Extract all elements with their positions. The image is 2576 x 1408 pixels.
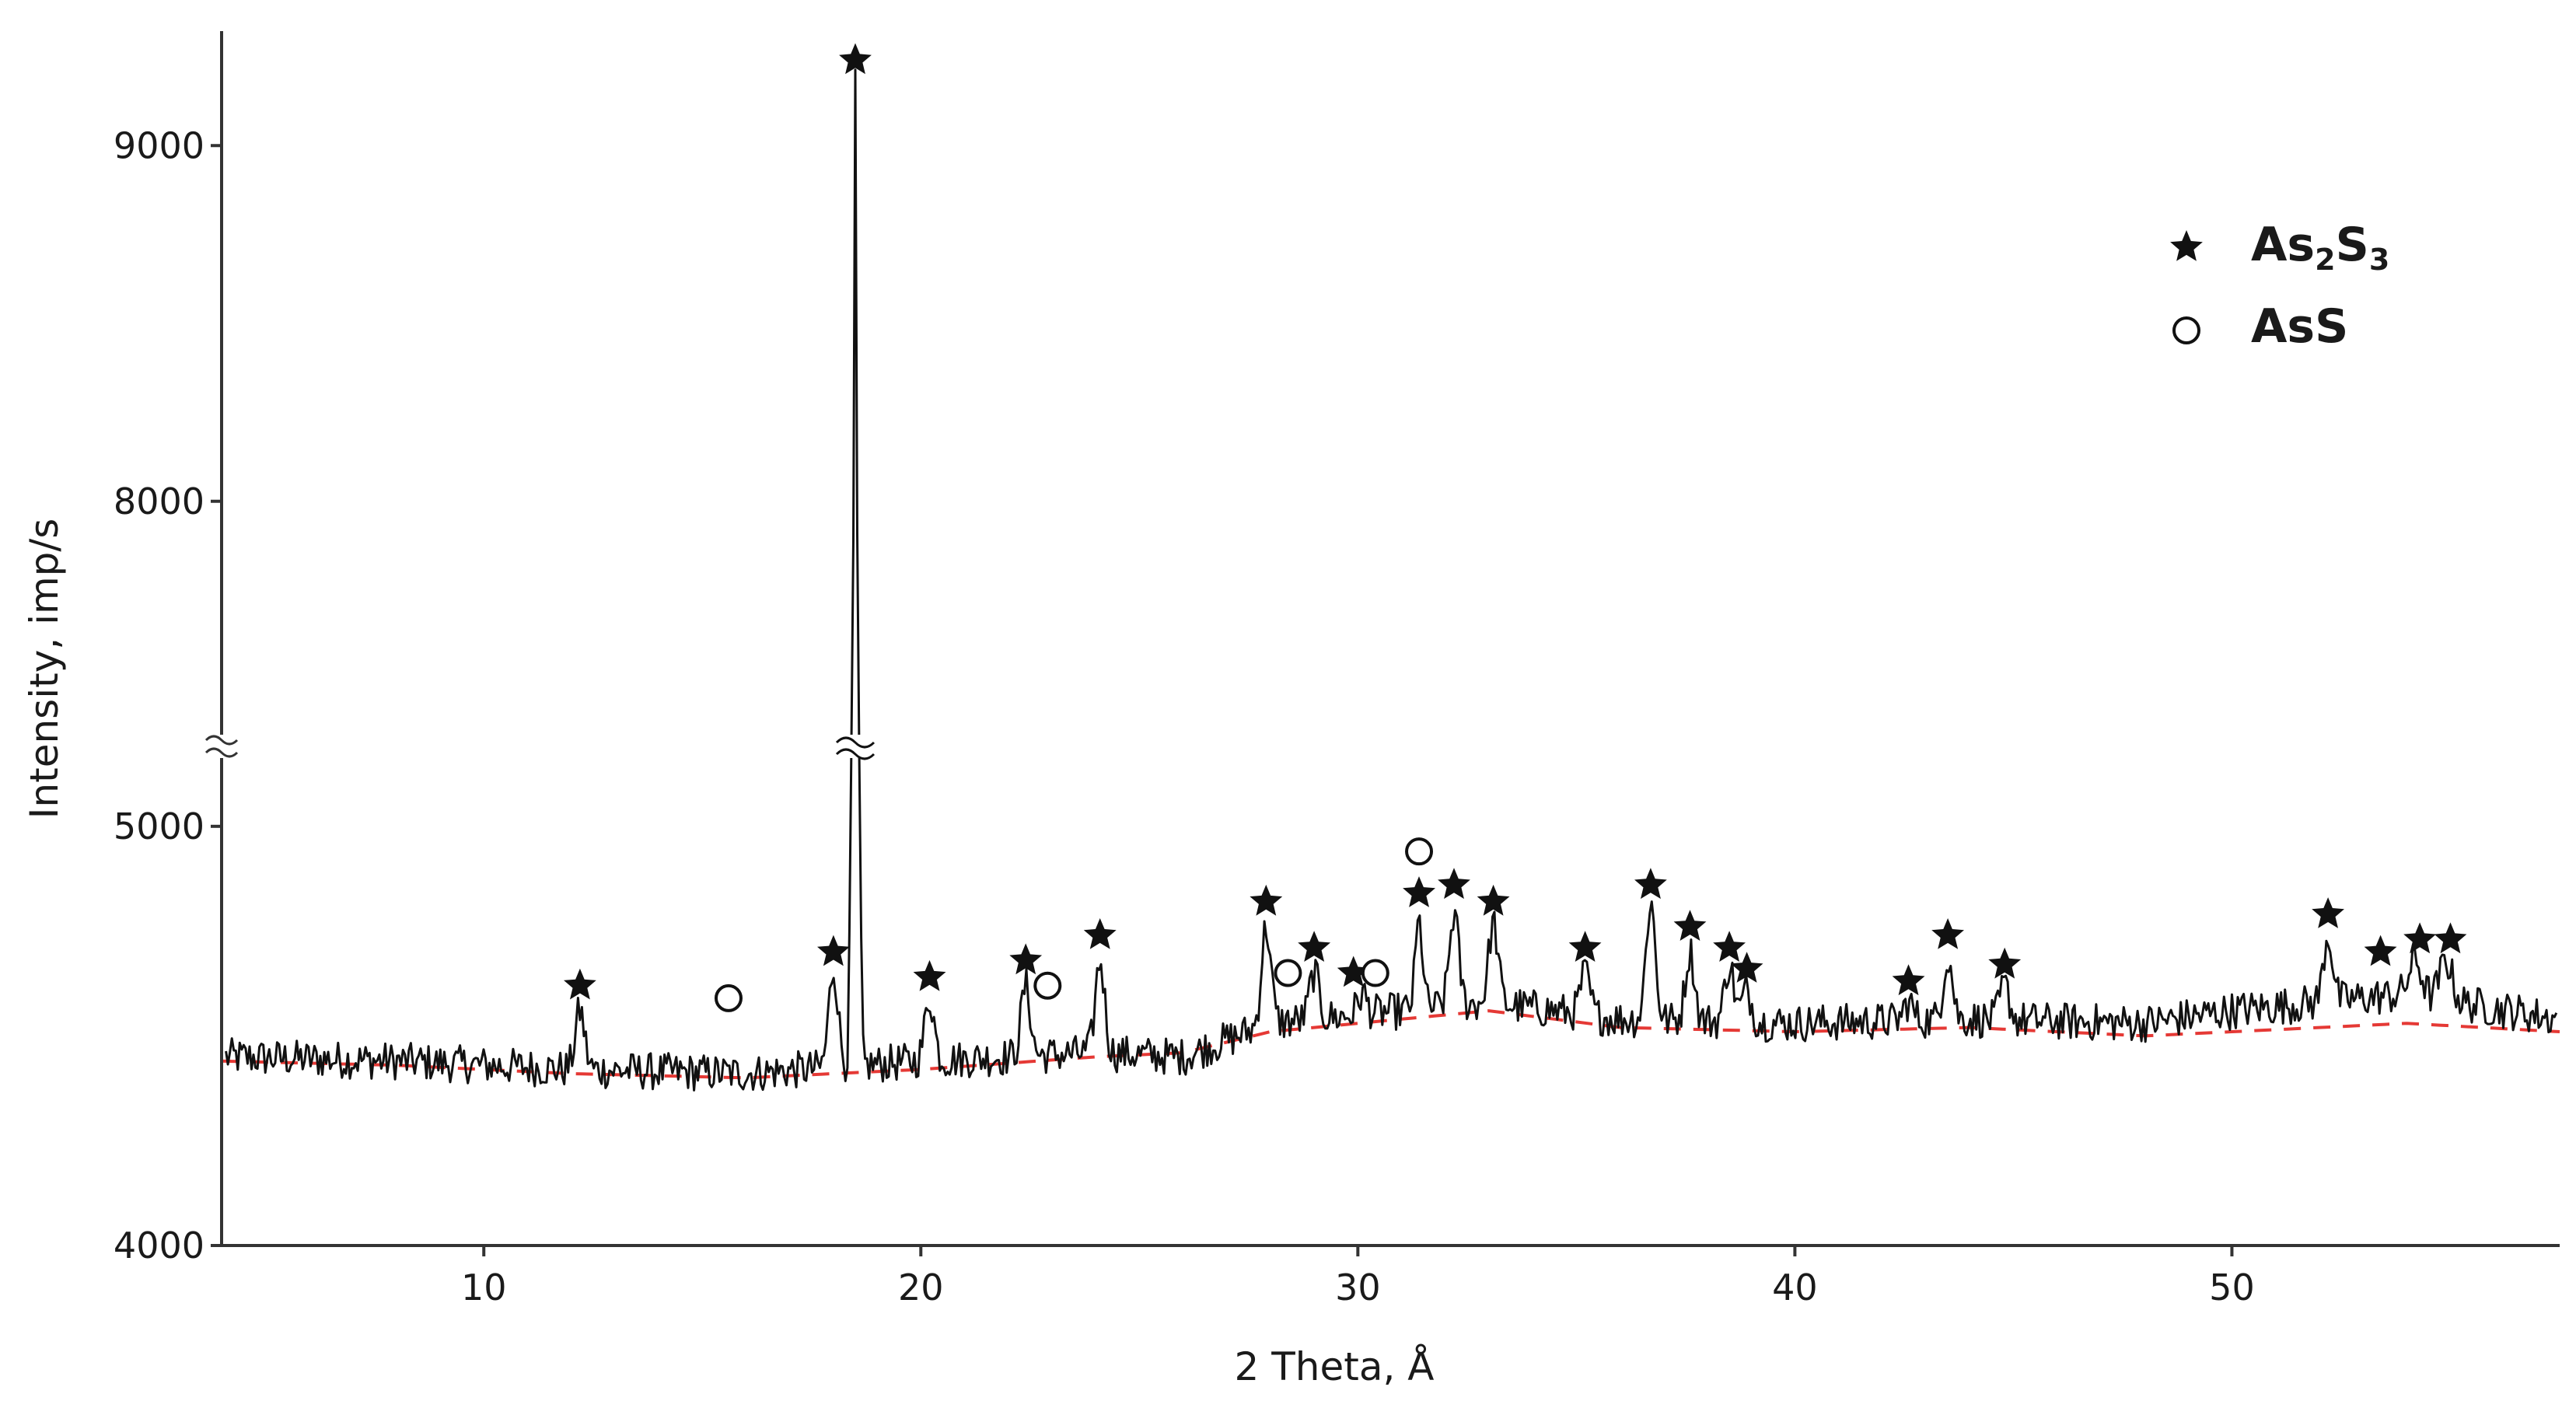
marker-star-icon-14 (1403, 876, 1435, 907)
marker-circle-icon-1 (714, 984, 743, 1012)
x-tick-label-40: 40 (1772, 1267, 1818, 1308)
baseline-curve (221, 1009, 2560, 1080)
x-tick-label-30: 30 (1335, 1267, 1381, 1308)
marker-star-icon-2 (817, 935, 850, 966)
x-tick-label-50: 50 (2209, 1267, 2255, 1308)
y-tick-label-5000: 5000 (114, 805, 204, 847)
marker-star-icon-24 (1988, 947, 2022, 979)
y-axis-break-mark (204, 735, 239, 758)
marker-circle-icon-5 (1033, 971, 1062, 1000)
legend-label-ass: AsS (2251, 299, 2348, 354)
x-tick-label-20: 20 (898, 1267, 944, 1308)
y-tick-label-9000: 9000 (114, 124, 204, 166)
legend-star-shape (2170, 230, 2203, 261)
marker-star-icon-28 (2434, 922, 2467, 954)
x-axis-label: 2 Theta, Å (1235, 1344, 1435, 1389)
x-tick-label-10: 10 (461, 1267, 507, 1308)
marker-star-icon-6 (1009, 943, 1043, 975)
axes-layer: 10 20 30 40 50 4000 5000 8000 9000 (114, 31, 2560, 1308)
marker-star-icon-27 (2403, 922, 2437, 954)
marker-star-icon-17 (1568, 931, 1602, 962)
legend-label-as2s3: As2S3 (2251, 218, 2389, 277)
marker-star-icon-21 (1730, 952, 1763, 983)
marker-star-icon-23 (1931, 918, 1964, 949)
series-layer (225, 68, 2558, 1092)
marker-star-icon-16 (1477, 884, 1510, 916)
marker-star-icon-8 (1250, 884, 1283, 916)
marker-star-icon-0 (564, 968, 596, 1000)
marker-star-icon-25 (2312, 897, 2344, 928)
legend: As2S3 AsS (2170, 218, 2389, 354)
marker-star-icon-20 (1713, 931, 1746, 962)
marker-circle-icon-13 (1405, 837, 1434, 866)
marker-star-icon-7 (1083, 918, 1117, 949)
marker-star-icon-22 (1892, 964, 1925, 996)
marker-circle-icon-12 (1361, 959, 1389, 987)
legend-as2s3-sub-2: 2 (2315, 243, 2335, 277)
marker-star-icon-11 (1337, 956, 1370, 987)
marker-star-icon-26 (2364, 935, 2397, 966)
marker-star-icon-15 (1438, 868, 1470, 900)
markers-layer (564, 43, 2467, 1012)
marker-circle-icon-9 (1274, 959, 1302, 987)
marker-star-icon-4 (913, 959, 946, 991)
marker-star-icon-18 (1634, 868, 1667, 900)
legend-marker-star-icon (2170, 230, 2203, 261)
y-tick-label-4000: 4000 (114, 1225, 204, 1267)
peak-break-mark (835, 736, 876, 760)
legend-as2s3-part-s: S (2336, 218, 2369, 272)
marker-star-icon-10 (1298, 931, 1331, 962)
y-tick-label-8000: 8000 (114, 480, 204, 522)
marker-star-icon-19 (1673, 910, 1707, 941)
legend-marker-circle-icon (2172, 316, 2200, 344)
y-axis-label: Intensity, imp/s (22, 519, 67, 819)
legend-as2s3-sub-3: 3 (2369, 243, 2389, 277)
legend-as2s3-part-as: As (2251, 218, 2315, 272)
series-line (225, 68, 2558, 1092)
marker-star-icon-3 (839, 43, 872, 75)
baseline-layer (221, 1009, 2560, 1080)
